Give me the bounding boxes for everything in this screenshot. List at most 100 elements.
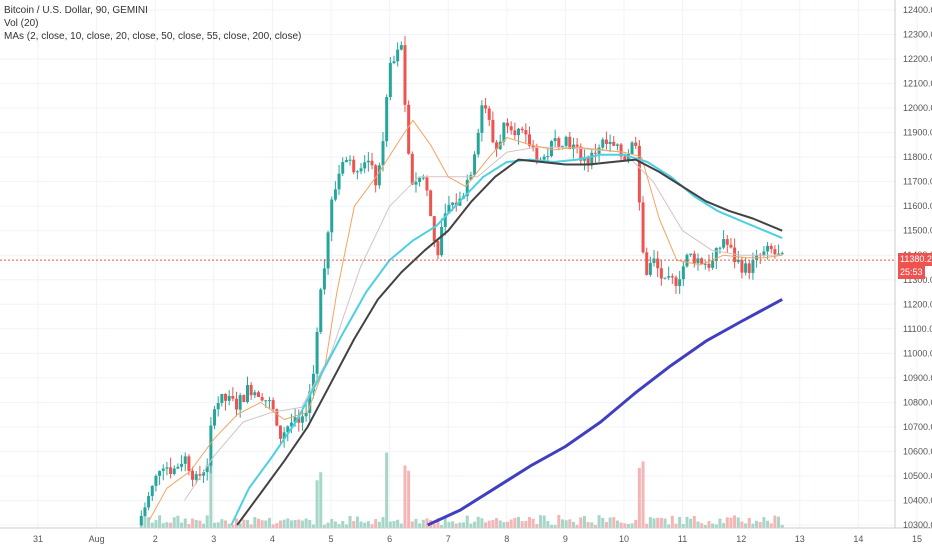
price-tick-label: 10800.00 [903,397,932,407]
volume-bar [300,520,304,528]
volume-bar [648,517,652,528]
candle-body [762,251,766,256]
volume-bar [333,521,337,528]
volume-bar [209,460,213,528]
volume-bar [392,521,396,528]
candle-body [513,130,517,136]
candle-body [337,173,341,190]
volume-bar [740,521,744,528]
price-tick-label: 12100.00 [903,79,932,89]
volume-bar [476,516,480,528]
volume-bar [341,520,345,528]
volume-bar [593,524,597,528]
volume-bar [399,523,403,528]
time-tick-label: 7 [446,534,451,544]
candle-body [330,199,334,233]
volume-bar [601,517,605,528]
candle-body [667,276,671,278]
candle-body [773,249,777,255]
volume-bar [615,520,619,528]
volume-bar [703,524,707,528]
candle-body [253,392,257,396]
volume-bar [480,518,484,528]
time-tick-label: 12 [736,534,746,544]
volume-bar [604,522,608,528]
candle-body [154,475,158,486]
moving-averages-label[interactable]: MAs (2, close, 10, close, 20, close, 50,… [4,31,302,42]
volume-bar [641,461,645,528]
candle-body [619,144,623,157]
volume-bar [143,516,147,528]
volume-bar [582,516,586,528]
volume-bar [560,519,564,528]
candle-body [549,141,553,157]
time-tick-label: 9 [563,534,568,544]
volume-bar [780,524,784,528]
volume-bar [414,518,418,528]
price-tick-label: 11100.00 [903,324,932,334]
candle-body [202,472,206,476]
volume-bar [238,523,242,528]
volume-bar [432,524,436,528]
candle-body [436,241,440,256]
candle-body [194,474,198,480]
volume-bar [733,515,737,528]
volume-bar [465,515,469,528]
symbol-title[interactable]: Bitcoin / U.S. Dollar, 90, GEMINI [4,5,148,16]
volume-bar [249,524,253,528]
candle-body [502,122,506,142]
candle-body [139,515,143,525]
candle-body [531,145,535,149]
price-tick-label: 12300.00 [903,30,932,40]
candle-body [213,409,217,426]
candle-body [703,263,707,265]
volume-bar [355,516,359,528]
candle-body [711,261,715,268]
volume-bar [524,520,528,528]
candle-body [429,190,433,217]
price-tick-label: 10600.00 [903,446,932,456]
candle-body [674,277,678,287]
candle-body [586,157,590,166]
candle-body [319,289,323,332]
volume-bar [326,522,330,528]
volume-bar [154,520,158,528]
candle-body [663,277,667,279]
volume-bar [546,521,550,528]
candle-body [491,119,495,143]
volume-bar [520,521,524,528]
ma-55-line [236,158,783,526]
time-axis[interactable]: 31 Aug 2 3 4 5 6 7 8 9 10 11 12 13 14 15 [33,534,922,544]
volume-bar [513,517,517,528]
candle-body [634,142,638,146]
volume-bar [773,515,777,528]
candle-body [176,466,180,469]
volume-bar [487,520,491,528]
candle-body [476,132,480,155]
volume-bar [447,521,451,528]
candle-body [751,259,755,273]
volume-indicator-label[interactable]: Vol (20) [4,18,39,29]
volume-bar [443,517,447,528]
candle-body [220,393,224,404]
candle-body [326,232,330,269]
volume-bar [330,519,334,528]
volume-bar [352,521,356,528]
candlestick-series [139,36,784,527]
volume-bar [670,515,674,528]
candle-body [520,128,524,131]
time-tick-label: 3 [211,534,216,544]
candle-body [322,268,326,290]
volume-bar [213,522,217,528]
ma-10-line [148,119,783,521]
candle-body [612,141,616,146]
candle-body [256,392,260,397]
volume-bar [542,515,546,528]
volume-bar [462,522,466,528]
volume-bar [231,524,235,528]
price-tick-label: 12400.00 [903,5,932,15]
candle-body [169,467,173,475]
candle-body [308,391,312,413]
